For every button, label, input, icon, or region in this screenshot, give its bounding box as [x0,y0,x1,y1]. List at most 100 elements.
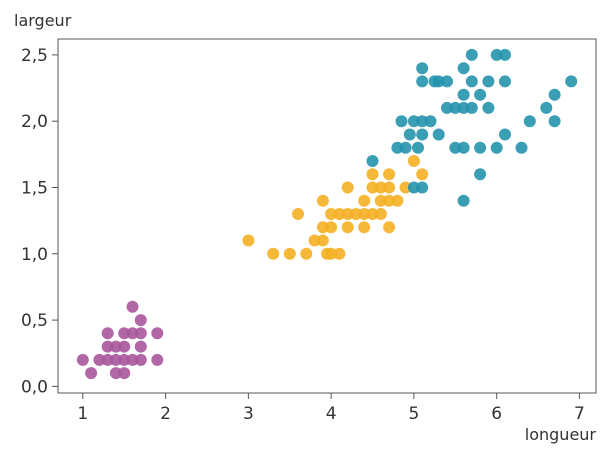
data-point [465,101,478,114]
data-point [474,88,487,101]
data-point [490,141,503,154]
series-2 [242,155,429,260]
data-point [118,327,131,340]
data-point [292,208,304,220]
data-point [366,181,379,194]
data-point [457,62,470,75]
data-point [366,168,379,181]
y-tick-label: 1,5 [21,178,48,198]
data-point [358,208,371,220]
data-point [358,194,371,207]
data-point [242,234,255,247]
data-point [416,181,429,194]
x-axis-title: longueur [525,425,597,444]
x-axis: 1 2 3 4 5 6 7 [77,393,585,424]
data-point [540,101,553,114]
data-point [374,181,387,194]
y-tick-label: 0,0 [21,377,48,397]
data-point [441,101,453,114]
y-tick-label: 2,5 [21,46,48,66]
data-point [457,101,470,114]
data-point [93,353,106,366]
data-point [126,327,139,340]
data-point [325,221,338,234]
y-tick-label: 2,0 [21,112,48,132]
data-point [499,128,511,141]
data-points [76,48,578,380]
data-point [134,327,147,340]
data-point [523,115,536,128]
data-point [383,181,396,194]
data-point [308,234,321,247]
data-point [118,340,131,353]
data-point [391,194,404,207]
x-tick-label: 1 [77,404,88,424]
data-point [283,247,296,260]
data-point [474,141,487,154]
data-point [482,75,495,88]
data-point [412,141,424,154]
y-axis-title: largeur [14,11,72,30]
data-point [316,194,329,207]
data-point [391,141,404,154]
data-point [109,353,122,366]
data-point [407,115,420,128]
data-point [432,128,445,141]
data-point [383,221,396,234]
data-point [151,327,164,340]
data-point [374,208,387,220]
data-point [134,353,147,366]
data-point [499,75,511,88]
data-point [76,353,89,366]
data-point [416,128,429,141]
x-tick-label: 6 [491,404,502,424]
data-point [134,340,147,353]
data-point [126,300,139,313]
data-point [395,115,408,128]
data-point [325,247,338,260]
data-point [432,75,445,88]
data-point [118,353,131,366]
data-point [316,234,329,247]
data-point [449,101,462,114]
data-point [499,48,511,61]
data-point [407,155,420,167]
data-point [118,367,131,380]
y-tick-label: 1,0 [21,245,48,265]
data-point [374,194,387,207]
plot-frame [57,38,597,394]
data-point [441,75,453,88]
data-point [341,181,354,194]
x-tick-label: 5 [408,404,419,424]
data-point [333,247,346,260]
data-point [267,247,280,260]
data-point [109,340,122,353]
data-point [126,353,139,366]
data-point [416,62,429,75]
data-point [465,75,478,88]
x-tick-label: 4 [326,404,337,424]
data-point [482,101,495,114]
data-point [490,48,503,61]
data-point [383,194,396,207]
data-point [358,221,371,234]
data-point [300,247,313,260]
data-point [457,194,470,207]
data-point [474,168,487,181]
series-1 [76,300,164,380]
data-point [109,367,122,380]
x-tick-label: 3 [243,404,254,424]
data-point [101,327,114,340]
data-point [457,88,470,101]
y-tick-label: 0,5 [21,311,48,331]
x-tick-label: 7 [574,404,585,424]
data-point [350,208,362,220]
data-point [399,141,412,154]
data-point [548,115,561,128]
data-point [407,181,420,194]
data-point [416,115,429,128]
data-point [316,221,329,234]
data-point [449,141,462,154]
data-point [101,340,114,353]
